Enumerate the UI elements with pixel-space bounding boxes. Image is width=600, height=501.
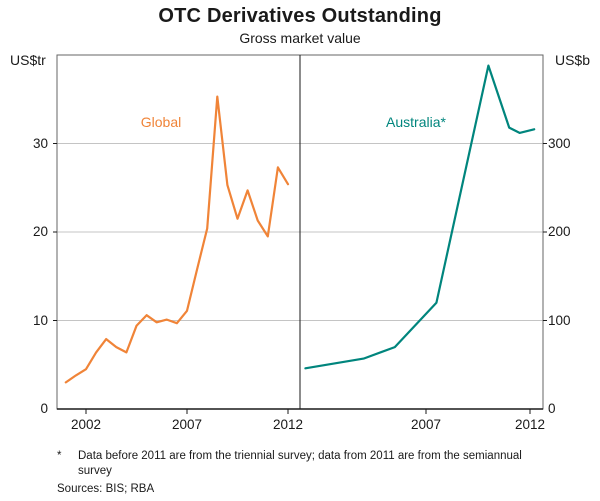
australia-line: [304, 64, 536, 370]
series-label-australia: Australia*: [386, 114, 446, 130]
x-axis-tick-label: 2007: [410, 417, 442, 432]
y-axis-tick-label-left: 0: [40, 401, 48, 416]
x-axis-tick-label: 2007: [171, 417, 203, 432]
footnote-text: Data before 2011 are from the triennial …: [78, 450, 522, 478]
sources: Sources: BIS; RBA: [57, 483, 155, 496]
y-axis-tick-label-left: 30: [32, 135, 48, 151]
y-axis-tick-label-right: 200: [548, 224, 571, 239]
y-axis-tick-label-left: 10: [32, 312, 48, 328]
y-axis-tick-label-left: 20: [32, 224, 48, 239]
y-axis-tick-label-right: 300: [548, 135, 571, 151]
y-axis-unit-right: US$b: [554, 52, 590, 68]
footnote-block: * Data before 2011 are from the triennia…: [57, 449, 545, 498]
y-axis-tick-label-right: 0: [548, 401, 556, 416]
y-axis-unit-left: US$tr: [10, 52, 46, 68]
x-axis-tick-label: 2002: [70, 417, 102, 432]
series-label-global: Global: [140, 114, 182, 130]
x-axis-tick-label: 2012: [514, 417, 546, 432]
x-axis-tick-label: 2012: [272, 417, 304, 432]
chart-title: OTC Derivatives Outstanding: [158, 5, 442, 27]
global-line: [64, 95, 290, 384]
chart-subtitle: Gross market value: [239, 30, 361, 46]
footnote: * Data before 2011 are from the triennia…: [57, 449, 545, 479]
y-axis-tick-label-right: 100: [548, 312, 571, 328]
footnote-marker: *: [57, 450, 62, 462]
